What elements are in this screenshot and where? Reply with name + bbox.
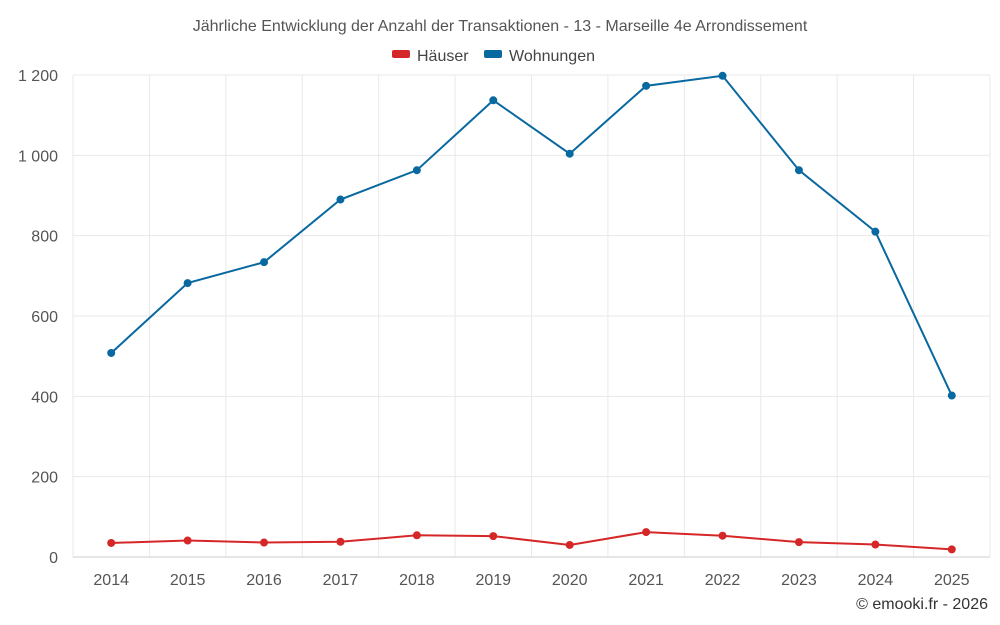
x-tick-label: 2021	[628, 572, 664, 589]
data-point[interactable]	[871, 540, 880, 549]
x-tick-label: 2019	[475, 572, 511, 589]
x-tick-label: 2020	[552, 572, 588, 589]
credit-text: © emooki.fr - 2026	[856, 596, 988, 613]
series-line	[111, 531, 952, 551]
data-point[interactable]	[947, 391, 956, 400]
legend-swatch	[392, 50, 410, 58]
x-tick-label: 2018	[399, 572, 435, 589]
x-tick-label: 2022	[705, 572, 741, 589]
legend-swatch	[484, 50, 502, 58]
y-tick-label: 1 000	[18, 148, 58, 165]
data-point[interactable]	[642, 528, 651, 537]
data-point[interactable]	[794, 166, 803, 175]
x-tick-label: 2014	[93, 572, 129, 589]
y-tick-label: 1 200	[18, 68, 58, 85]
y-tick-label: 200	[31, 470, 58, 487]
x-tick-label: 2024	[858, 572, 894, 589]
series-group	[107, 71, 956, 554]
series-line	[110, 74, 953, 396]
data-point[interactable]	[260, 538, 269, 547]
data-point[interactable]	[489, 96, 498, 105]
data-point[interactable]	[642, 81, 651, 90]
x-tick-label: 2017	[323, 572, 359, 589]
y-axis: 0 200 400 600 800 1 000 1 200	[18, 68, 58, 567]
data-point[interactable]	[260, 258, 269, 267]
y-tick-label: 400	[31, 389, 58, 406]
legend-label[interactable]: Häuser	[417, 48, 469, 65]
data-point[interactable]	[947, 545, 956, 554]
data-point[interactable]	[871, 227, 880, 236]
data-point[interactable]	[794, 538, 803, 547]
x-tick-label: 2016	[246, 572, 282, 589]
data-point[interactable]	[336, 537, 345, 546]
data-point[interactable]	[336, 195, 345, 204]
x-axis: 2014 2015 2016 2017 2018 2019 2020 2021 2022 2023…	[73, 556, 990, 589]
data-point[interactable]	[565, 149, 574, 158]
data-point[interactable]	[718, 531, 727, 540]
x-tick-label: 2025	[934, 572, 970, 589]
data-point[interactable]	[412, 531, 421, 540]
x-tick-label: 2023	[781, 572, 817, 589]
y-tick-label: 800	[31, 229, 58, 246]
data-point[interactable]	[565, 540, 574, 549]
data-point[interactable]	[489, 532, 498, 541]
legend-label[interactable]: Wohnungen	[509, 48, 595, 65]
data-point[interactable]	[107, 348, 116, 357]
data-point[interactable]	[412, 166, 421, 175]
x-tick-label: 2015	[170, 572, 206, 589]
y-tick-label: 0	[49, 550, 58, 567]
grid-lines	[72, 74, 991, 558]
data-point[interactable]	[183, 536, 192, 545]
data-point[interactable]	[718, 71, 727, 80]
legend: Häuser Wohnungen	[392, 48, 595, 65]
data-point[interactable]	[107, 538, 116, 547]
chart-title: Jährliche Entwicklung der Anzahl der Tra…	[193, 18, 808, 35]
data-point[interactable]	[183, 279, 192, 288]
y-tick-label: 600	[31, 309, 58, 326]
